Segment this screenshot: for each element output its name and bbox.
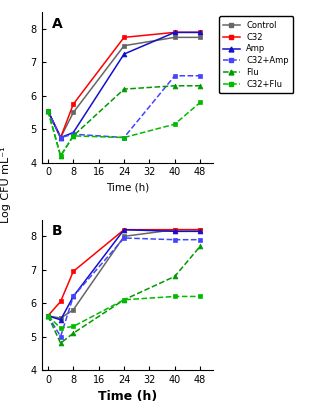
X-axis label: Time (h): Time (h) bbox=[106, 183, 149, 193]
Legend: Control, C32, Amp, C32+Amp, Flu, C32+Flu: Control, C32, Amp, C32+Amp, Flu, C32+Flu bbox=[219, 16, 293, 93]
X-axis label: Time (h): Time (h) bbox=[98, 390, 157, 403]
Text: A: A bbox=[52, 17, 63, 31]
Text: B: B bbox=[52, 224, 62, 238]
Text: Log CFU mL⁻¹: Log CFU mL⁻¹ bbox=[1, 147, 12, 223]
